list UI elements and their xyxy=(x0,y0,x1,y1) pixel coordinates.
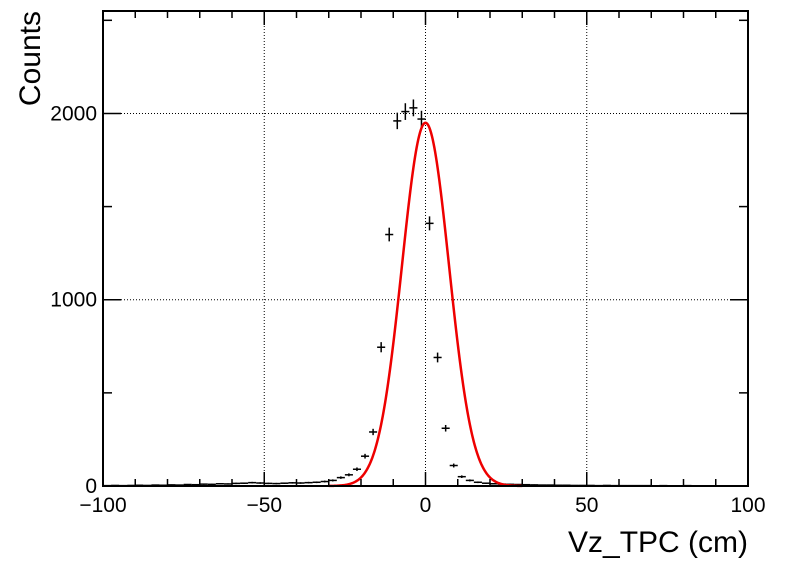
data-point xyxy=(199,483,208,485)
data-point xyxy=(361,453,370,459)
data-point xyxy=(240,482,249,484)
axis-ticks xyxy=(102,11,749,487)
y-tick-label: 2000 xyxy=(50,102,97,125)
data-point xyxy=(490,483,499,485)
data-point xyxy=(425,216,434,231)
data-point xyxy=(320,480,329,483)
data-point xyxy=(304,481,313,484)
data-point xyxy=(336,476,345,479)
data-point xyxy=(377,342,386,353)
data-point xyxy=(385,227,394,242)
data-point xyxy=(248,481,257,484)
data-point xyxy=(352,467,361,472)
fit-curve xyxy=(328,121,523,488)
data-point xyxy=(457,475,466,479)
fit-curve-group xyxy=(328,121,523,488)
data-point xyxy=(207,483,216,486)
data-point xyxy=(344,473,353,477)
data-point xyxy=(441,424,450,432)
data-point xyxy=(433,352,442,363)
data-point xyxy=(288,482,297,484)
data-point xyxy=(417,110,426,128)
data-point xyxy=(312,481,321,484)
x-axis-title: Vz_TPC (cm) xyxy=(568,526,748,559)
y-axis-title: Counts xyxy=(14,11,47,106)
x-tick-label: −100 xyxy=(79,494,126,517)
data-point xyxy=(409,99,418,117)
x-tick-label: 0 xyxy=(420,494,432,517)
x-tick-label: 100 xyxy=(730,494,765,517)
data-point xyxy=(473,481,482,484)
grid-layer xyxy=(103,11,748,486)
data-point xyxy=(328,479,337,482)
x-tick-label: −50 xyxy=(246,494,282,517)
data-point xyxy=(232,482,241,485)
data-point xyxy=(215,483,224,485)
data-point xyxy=(256,482,265,484)
data-point xyxy=(401,103,410,120)
x-tick-label: 50 xyxy=(575,494,598,517)
data-point xyxy=(183,483,192,486)
data-point xyxy=(264,482,273,485)
data-points xyxy=(103,99,748,487)
data-point xyxy=(280,482,289,484)
data-point xyxy=(272,482,281,485)
data-point xyxy=(449,463,458,468)
data-point xyxy=(223,483,232,485)
data-point xyxy=(481,482,490,484)
y-tick-label: 0 xyxy=(85,475,97,498)
y-tick-label: 1000 xyxy=(50,289,97,312)
data-point xyxy=(296,482,305,484)
data-point xyxy=(393,112,402,130)
data-point xyxy=(465,479,474,482)
data-point xyxy=(369,428,378,436)
